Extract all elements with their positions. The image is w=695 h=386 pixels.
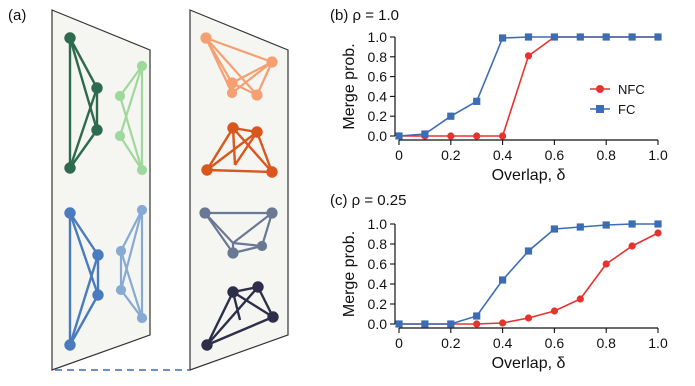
point-nfc (524, 314, 533, 322)
y-tick-label: 0.4 (368, 276, 388, 292)
right-sheet (189, 9, 289, 371)
point-fc (473, 312, 481, 320)
chart-b: 0 0.2 0.4 0.6 0.8 1.0 0.0 0.2 0.4 0.6 0.8 1.0 Overla… (341, 29, 668, 184)
y-tick-label: 0.0 (368, 316, 388, 332)
legend-marker-fc (596, 105, 604, 113)
y-tick-label: 0.8 (368, 49, 388, 65)
panel-b-label: (b) ρ = 1.0 (330, 7, 399, 24)
network-right-4 (201, 281, 279, 351)
point-fc (421, 320, 429, 328)
point-fc (576, 33, 584, 41)
x-tick-label: 1.0 (648, 147, 668, 163)
network-left-bottom-light (115, 204, 148, 324)
point-nfc (473, 132, 481, 140)
point-fc (576, 223, 584, 231)
network-left-top-dark (64, 32, 103, 174)
legend-label-fc: FC (618, 102, 635, 117)
point-nfc (499, 319, 507, 327)
y-tick-label: 0.4 (368, 88, 388, 104)
y-tick-label: 1.0 (368, 216, 388, 232)
x-tick-label: 0.4 (493, 147, 513, 163)
y-tick-label: 0.2 (368, 108, 388, 124)
point-nfc (654, 229, 662, 237)
point-nfc (524, 52, 533, 60)
panel-c-label: (c) ρ = 0.25 (330, 192, 406, 209)
left-sheet (51, 9, 151, 371)
point-fc (524, 33, 533, 41)
series-line-nfc (399, 232, 659, 325)
x-tick-label: 0.6 (545, 335, 565, 351)
y-tick-label: 0.6 (368, 69, 388, 85)
point-fc (499, 276, 507, 284)
point-fc (395, 132, 403, 140)
y-axis-label: Merge prob. (341, 231, 358, 317)
y-tick-label: 0.6 (368, 256, 388, 272)
x-tick-label: 0.4 (493, 335, 513, 351)
y-tick-label: 0.0 (368, 128, 388, 144)
x-axis-label: Overlap, δ (492, 355, 566, 372)
x-axis-label: Overlap, δ (492, 167, 566, 184)
point-nfc (499, 132, 507, 140)
panel-a-illustration (51, 9, 289, 371)
point-fc (421, 130, 429, 138)
point-fc (654, 33, 662, 41)
point-fc (602, 221, 610, 229)
x-tick-label: 0 (395, 147, 403, 163)
panel-a-label: (a) (8, 7, 26, 24)
point-nfc (447, 132, 455, 140)
y-tick-label: 0.8 (368, 236, 388, 252)
x-tick-label: 0.2 (441, 147, 461, 163)
point-fc (628, 220, 636, 228)
point-fc (499, 34, 507, 42)
network-left-top-light (114, 60, 148, 176)
point-fc (524, 247, 533, 255)
point-fc (602, 33, 610, 41)
network-right-3 (199, 207, 278, 259)
x-tick-label: 0.6 (545, 147, 565, 163)
point-nfc (628, 242, 636, 250)
y-axis-label: Merge prob. (341, 43, 358, 129)
point-fc (447, 320, 455, 328)
network-right-1 (200, 32, 278, 101)
legend-marker-nfc (596, 85, 604, 93)
chart-c: 0 0.2 0.4 0.6 0.8 1.0 0.0 0.2 0.4 0.6 0.8 1.0 Overla… (341, 216, 668, 372)
network-left-bottom-dark (64, 207, 104, 351)
x-tick-label: 0.2 (441, 335, 461, 351)
point-fc (395, 320, 403, 328)
x-tick-label: 0.8 (596, 335, 616, 351)
series-line-fc (399, 223, 658, 325)
y-tick-label: 0.2 (368, 296, 388, 312)
point-nfc (473, 320, 481, 328)
y-tick-label: 1.0 (368, 29, 388, 45)
point-fc (654, 220, 662, 228)
x-tick-label: 1.0 (648, 335, 668, 351)
point-fc (473, 97, 481, 105)
point-nfc (602, 260, 610, 268)
point-fc (447, 112, 455, 120)
point-nfc (550, 307, 559, 315)
point-fc (628, 33, 636, 41)
point-fc (550, 225, 558, 233)
network-right-2 (201, 122, 278, 178)
x-tick-label: 0.8 (596, 147, 616, 163)
legend-label-nfc: NFC (618, 82, 645, 97)
point-fc (550, 33, 558, 41)
point-nfc (576, 295, 584, 303)
x-tick-label: 0 (395, 335, 403, 351)
